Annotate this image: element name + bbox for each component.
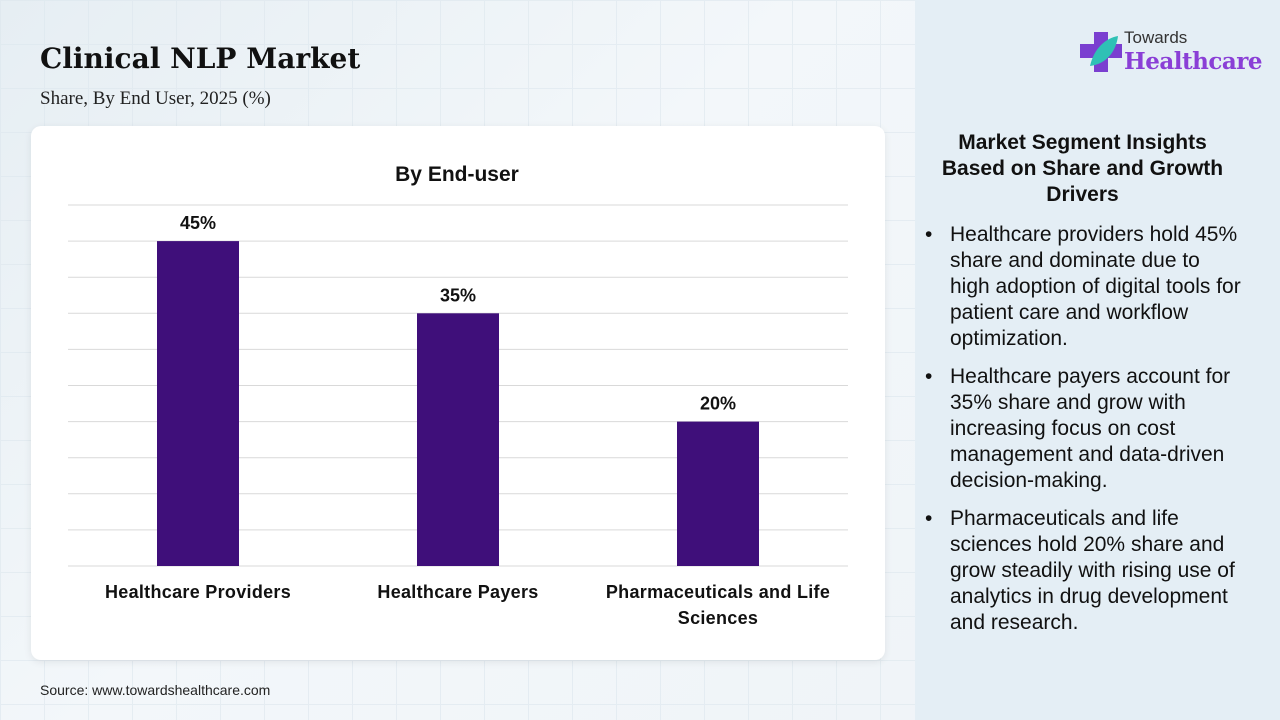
insight-text: Healthcare providers hold 45% share and … xyxy=(950,223,1241,350)
insight-item: • Pharmaceuticals and life sciences hold … xyxy=(925,507,1235,634)
page-subtitle: Share, By End User, 2025 (%) xyxy=(40,88,271,109)
insight-text: Pharmaceuticals and life sciences hold 2… xyxy=(950,507,1235,634)
page-title: Clinical NLP Market xyxy=(40,42,361,75)
logo: Towards Healthcare xyxy=(1080,28,1263,78)
bar xyxy=(677,421,759,566)
x-tick-label: Healthcare Providers xyxy=(105,582,291,602)
insights-title: Market Segment Insights Based on Share a… xyxy=(941,131,1224,206)
data-label: 35% xyxy=(440,285,476,305)
insight-text: Healthcare payers account for 35% share … xyxy=(950,365,1231,492)
source-text: Source: www.towardshealthcare.com xyxy=(40,682,271,698)
insight-item: • Healthcare payers account for 35% share… xyxy=(925,365,1231,492)
x-tick-label: Healthcare Payers xyxy=(377,582,538,602)
insight-item: • Healthcare providers hold 45% share and… xyxy=(925,223,1241,350)
data-label: 45% xyxy=(180,213,216,233)
logo-text-healthcare: Healthcare xyxy=(1124,48,1263,75)
insights-panel xyxy=(915,0,1280,720)
x-tick-label: Sciences xyxy=(678,608,758,628)
bar-chart: By End-user 45% Healthcare Providers 35% Hea… xyxy=(68,163,848,628)
x-tick-label: Pharmaceuticals and Life xyxy=(606,582,830,602)
chart-title: By End-user xyxy=(395,163,519,186)
chart-card: By End-user 45% Healthcare Providers 35% Hea… xyxy=(31,126,885,660)
bar xyxy=(157,241,239,566)
medical-cross-icon xyxy=(1080,32,1122,72)
data-label: 20% xyxy=(700,394,736,414)
bar xyxy=(417,313,499,566)
logo-text-towards: Towards xyxy=(1124,28,1188,47)
insights-list: • Healthcare providers hold 45% share and… xyxy=(925,222,1245,648)
